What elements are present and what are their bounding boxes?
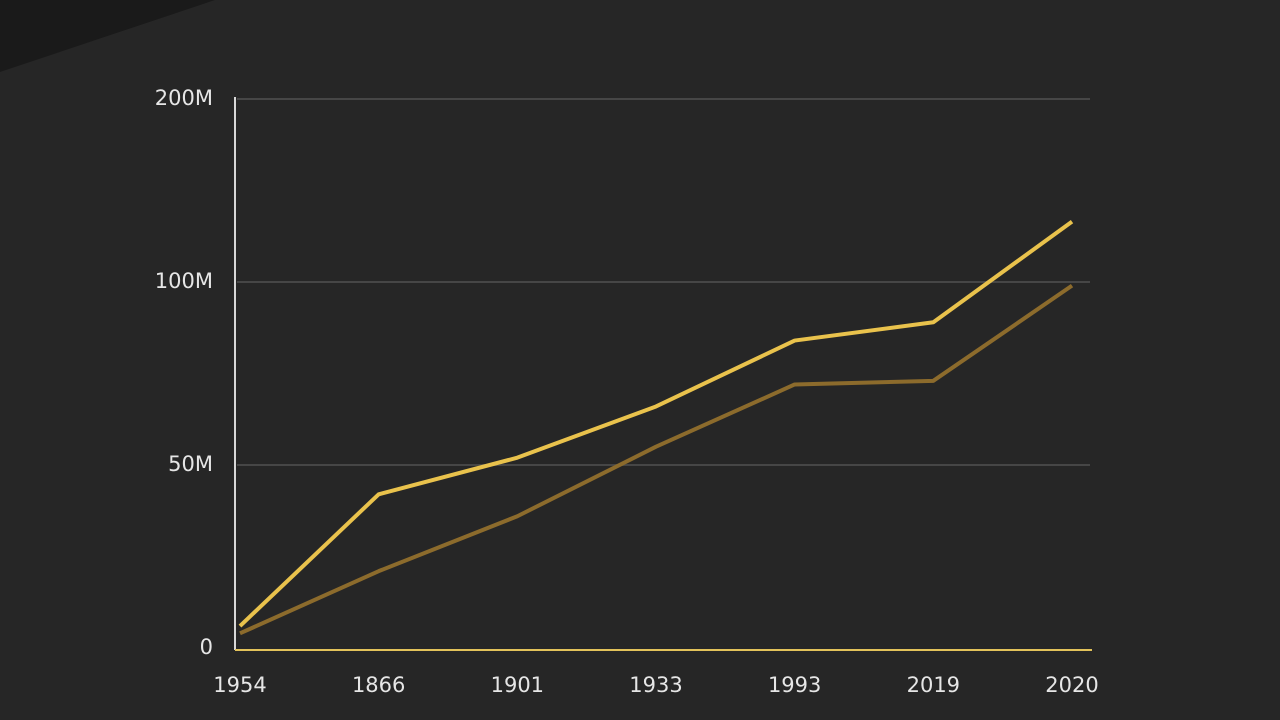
x-tick-label: 2020 <box>1045 673 1098 697</box>
x-tick-label: 1993 <box>768 673 821 697</box>
line-series <box>238 219 1074 628</box>
x-tick-label: 1933 <box>629 673 682 697</box>
x-tick-label: 1901 <box>491 673 544 697</box>
y-tick-label: 100M <box>155 269 213 293</box>
x-tick-label: 1954 <box>213 673 266 697</box>
corner-shade <box>0 0 215 72</box>
y-tick-label: 0 <box>200 635 213 659</box>
y-tick-label: 200M <box>155 86 213 110</box>
line-series <box>239 284 1074 636</box>
y-tick-label: 50M <box>168 452 213 476</box>
x-tick-label: 1866 <box>352 673 405 697</box>
x-tick-label: 2019 <box>907 673 960 697</box>
